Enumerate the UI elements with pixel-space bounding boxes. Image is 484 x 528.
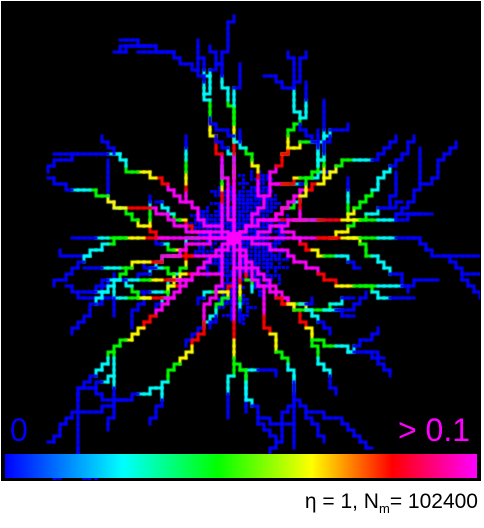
caption-subscript: m [378,501,390,517]
simulation-panel: 0 > 0.1 [1,1,481,481]
colorbar-min-label: 0 [10,412,28,448]
caption-eta: η = 1, N [304,490,379,513]
colorbar-max-label: > 0.1 [397,412,470,448]
colorbar [5,454,477,478]
caption-value: = 102400 [389,490,478,513]
cluster-visualization [2,2,480,480]
parameter-caption: η = 1, Nm= 102400 [305,490,478,516]
